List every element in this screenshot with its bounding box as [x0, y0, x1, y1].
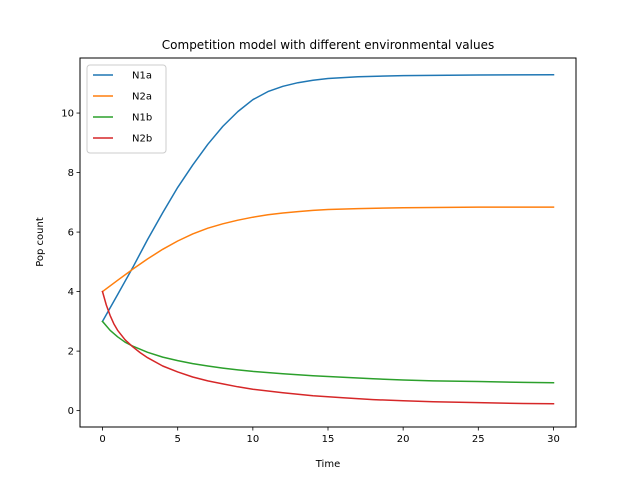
x-tick-label: 5 — [175, 434, 181, 445]
x-tick-label: 0 — [99, 434, 105, 445]
chart-title: Competition model with different environ… — [162, 38, 494, 52]
legend-label-n1a: N1a — [132, 71, 152, 82]
y-axis-label: Pop count — [35, 217, 46, 267]
legend-box — [86, 64, 167, 154]
y-tick-label: 0 — [68, 406, 74, 417]
series-line-n1a — [101, 73, 555, 323]
x-tick-label: 25 — [472, 434, 485, 445]
y-tick-label: 6 — [68, 228, 74, 239]
x-tick-label: 15 — [322, 434, 335, 445]
x-axis-label: Time — [315, 459, 340, 470]
x-tick-label: 30 — [547, 434, 560, 445]
legend-label-n1b: N1b — [132, 113, 152, 124]
y-tick-label: 4 — [68, 287, 74, 298]
series-line-n2a — [101, 206, 555, 293]
y-axis-ticks: 0 2 4 6 8 10 — [61, 109, 80, 417]
x-axis-ticks: 0 5 10 15 20 25 30 — [99, 427, 560, 445]
plot-lines — [101, 73, 555, 405]
legend-label-n2b: N2b — [132, 134, 152, 145]
legend-label-n2a: N2a — [132, 92, 152, 103]
y-tick-label: 8 — [68, 168, 74, 179]
y-tick-label: 10 — [61, 109, 74, 120]
legend: N1a N2a N1b N2b — [86, 64, 167, 154]
x-tick-label: 20 — [397, 434, 410, 445]
x-tick-label: 10 — [246, 434, 259, 445]
y-tick-label: 2 — [68, 347, 74, 358]
series-line-n2b — [101, 290, 555, 405]
